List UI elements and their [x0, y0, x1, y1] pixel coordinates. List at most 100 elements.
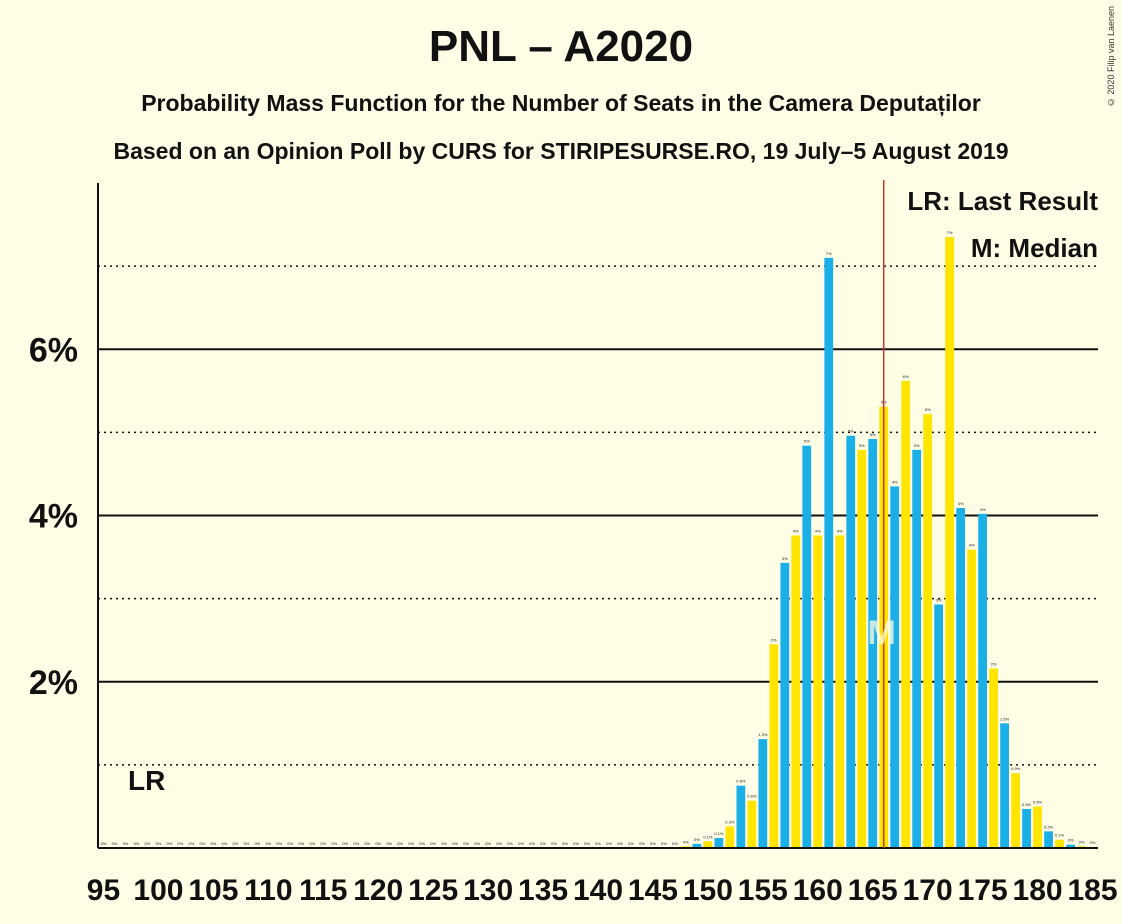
bar — [1033, 806, 1042, 848]
x-tick-label: 100 — [133, 874, 183, 907]
bar-value-label: 0% — [386, 841, 392, 846]
bar-value-label: 0% — [573, 841, 579, 846]
bar-value-label: 0% — [342, 841, 348, 846]
y-tick-label: 4% — [29, 498, 78, 536]
bar — [978, 513, 988, 848]
bar-value-label: 0% — [683, 839, 689, 844]
bar-value-label: 5% — [804, 439, 810, 444]
bar-value-label: 0% — [178, 841, 184, 846]
bar-value-label: 0% — [617, 841, 623, 846]
bar — [901, 380, 911, 848]
bar-value-label: 0% — [287, 841, 293, 846]
bar-value-label: 5% — [848, 429, 854, 434]
bar-value-label: 0.1% — [714, 831, 724, 836]
bar-value-label: 4% — [837, 528, 843, 533]
bar — [868, 439, 878, 848]
bar — [890, 486, 900, 848]
x-tick-label: 150 — [683, 874, 733, 907]
bar — [1044, 831, 1053, 848]
bar-value-label: 0% — [189, 841, 195, 846]
bar-value-labels: 0% 0% 0% 0% 0% 0% 0% 0% 0% 0% 0% 0% 0% 0% 0% 0% 0% 0% 0% 0%… — [101, 230, 1096, 846]
bar — [846, 435, 856, 848]
bar-value-label: 0% — [1079, 839, 1085, 844]
x-tick-label: 155 — [738, 874, 788, 907]
bar — [1022, 808, 1031, 848]
bar — [1011, 773, 1020, 848]
bar-value-label: 5% — [914, 443, 920, 448]
bar-value-label: 0% — [123, 841, 129, 846]
x-tick-label: 140 — [573, 874, 623, 907]
bar-value-label: 0% — [276, 841, 282, 846]
x-tick-label: 120 — [353, 874, 403, 907]
chart-title: PNL – A2020 — [428, 22, 694, 71]
bar-value-label: 0% — [496, 841, 502, 846]
bar — [1055, 839, 1064, 848]
chart-source: Based on an Opinion Poll by CURS for STI… — [113, 138, 1009, 164]
bar-value-label: 0% — [254, 841, 260, 846]
bar-value-label: 0% — [529, 841, 535, 846]
y-tick-labels: 2% 4% 6% — [29, 331, 78, 702]
bar-value-label: 0.5% — [1022, 802, 1032, 807]
bar-value-label: 0% — [298, 841, 304, 846]
bar-value-label: 7% — [826, 251, 832, 256]
bar-value-label: 0.1% — [1055, 833, 1065, 838]
legend-last-result: LR: Last Result — [907, 186, 1098, 216]
bar-value-label: 0% — [661, 841, 667, 846]
bar-value-label: 4% — [958, 501, 964, 506]
bar-value-label: 0% — [145, 841, 151, 846]
bar — [758, 739, 768, 848]
bar-value-label: 7% — [947, 230, 953, 235]
bar-value-label: 0% — [112, 841, 118, 846]
bar — [945, 237, 955, 848]
bar-value-label: 0% — [463, 841, 469, 846]
bar-value-label: 0% — [408, 841, 414, 846]
bar-value-label: 0% — [1068, 838, 1074, 843]
x-tick-label: 170 — [903, 874, 953, 907]
bar — [802, 445, 812, 848]
bar-value-label: 0% — [200, 841, 206, 846]
x-tick-label: 125 — [408, 874, 458, 907]
bar-value-label: 4% — [892, 479, 898, 484]
bar-series — [681, 237, 1097, 848]
bar-value-label: 0% — [551, 841, 557, 846]
bar-value-label: 4% — [969, 543, 975, 548]
bar-value-label: 0% — [419, 841, 425, 846]
x-tick-label: 130 — [463, 874, 513, 907]
bar-value-label: 5% — [870, 432, 876, 437]
bar-value-label: 0% — [628, 841, 634, 846]
bar-value-label: 0% — [606, 841, 612, 846]
bar-value-label: 0% — [331, 841, 337, 846]
bar-value-label: 4% — [980, 507, 986, 512]
chart-subtitle: Probability Mass Function for the Number… — [141, 90, 981, 116]
bar — [747, 800, 757, 848]
bar-value-label: 2% — [991, 661, 997, 666]
median-marker: M — [868, 614, 896, 652]
bar — [912, 449, 922, 848]
axes — [97, 183, 1098, 849]
bar-value-label: 0.1% — [703, 834, 713, 839]
bar-value-label: 0% — [430, 841, 436, 846]
bar-value-label: 0% — [353, 841, 359, 846]
bar-value-label: 0% — [639, 841, 645, 846]
bar-value-label: 0% — [364, 841, 370, 846]
y-tick-label: 2% — [29, 664, 78, 702]
bar-value-label: 0% — [595, 841, 601, 846]
bar-value-label: 0% — [694, 837, 700, 842]
bar-value-label: 0% — [562, 841, 568, 846]
bar-value-label: 0% — [309, 841, 315, 846]
x-tick-label: 110 — [244, 874, 292, 907]
bar — [824, 257, 834, 848]
bar — [1000, 723, 1009, 848]
bar-value-label: 0.8% — [736, 779, 746, 784]
x-tick-label: 165 — [848, 874, 898, 907]
bar-value-label: 2% — [771, 637, 777, 642]
bar-value-label: 0% — [156, 841, 162, 846]
x-tick-label: 175 — [958, 874, 1008, 907]
legend-median: M: Median — [971, 233, 1098, 263]
bar-value-label: 3% — [782, 556, 788, 561]
bar-value-label: 5% — [925, 407, 931, 412]
bar-value-label: 0% — [485, 841, 491, 846]
bar — [703, 841, 713, 848]
bar-value-label: 0% — [210, 841, 216, 846]
